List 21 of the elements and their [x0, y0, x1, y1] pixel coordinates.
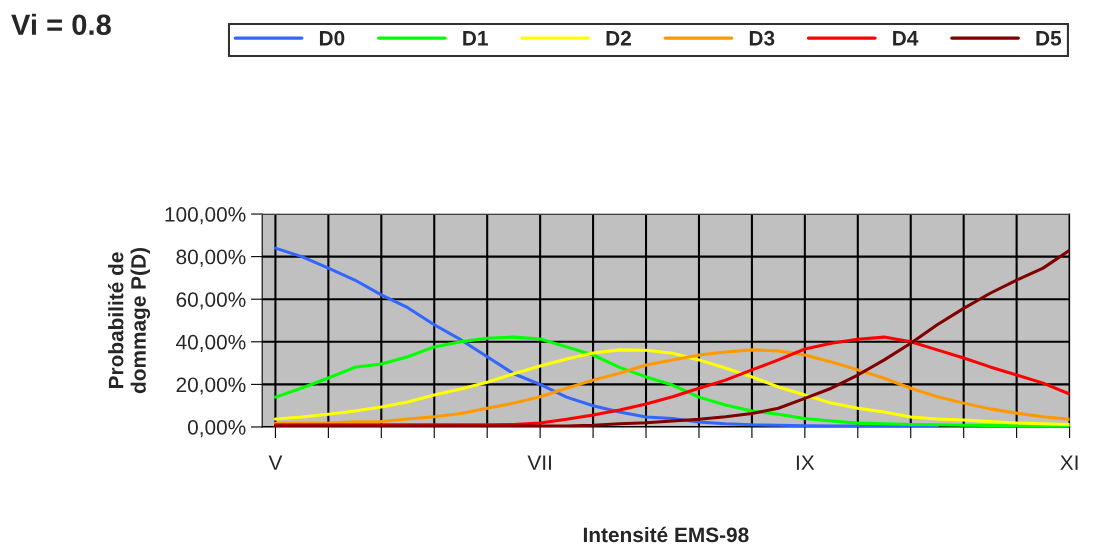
y-tick-label: 100,00%	[165, 207, 246, 225]
x-tick-label: VII	[527, 455, 551, 470]
y-tick-label: 60,00%	[176, 292, 246, 310]
x-tick-label: IX	[796, 455, 815, 470]
y-tick-label: 80,00%	[176, 249, 246, 267]
x-tick-label: XI	[1060, 455, 1078, 470]
chart-title: Vi = 0.8	[11, 13, 111, 36]
line-series	[273, 248, 1070, 427]
line-series	[273, 335, 1070, 427]
legend-label: D1	[463, 31, 488, 46]
legend-label: D3	[749, 30, 775, 46]
y-tick-label: 40,00%	[176, 334, 246, 353]
legend-label: D5	[1036, 31, 1062, 46]
y-tick-label: 20,00%	[176, 377, 246, 395]
legend-label: D2	[606, 30, 631, 46]
legend-label: D0	[319, 30, 345, 46]
legend-label: D4	[893, 31, 919, 46]
x-tick-label: V	[268, 455, 283, 470]
y-axis-title: Probabilité de dommage P(D)	[107, 248, 151, 394]
y-tick-label: 0,00%	[187, 419, 246, 438]
x-axis-title: Intensité EMS-98	[583, 526, 749, 543]
